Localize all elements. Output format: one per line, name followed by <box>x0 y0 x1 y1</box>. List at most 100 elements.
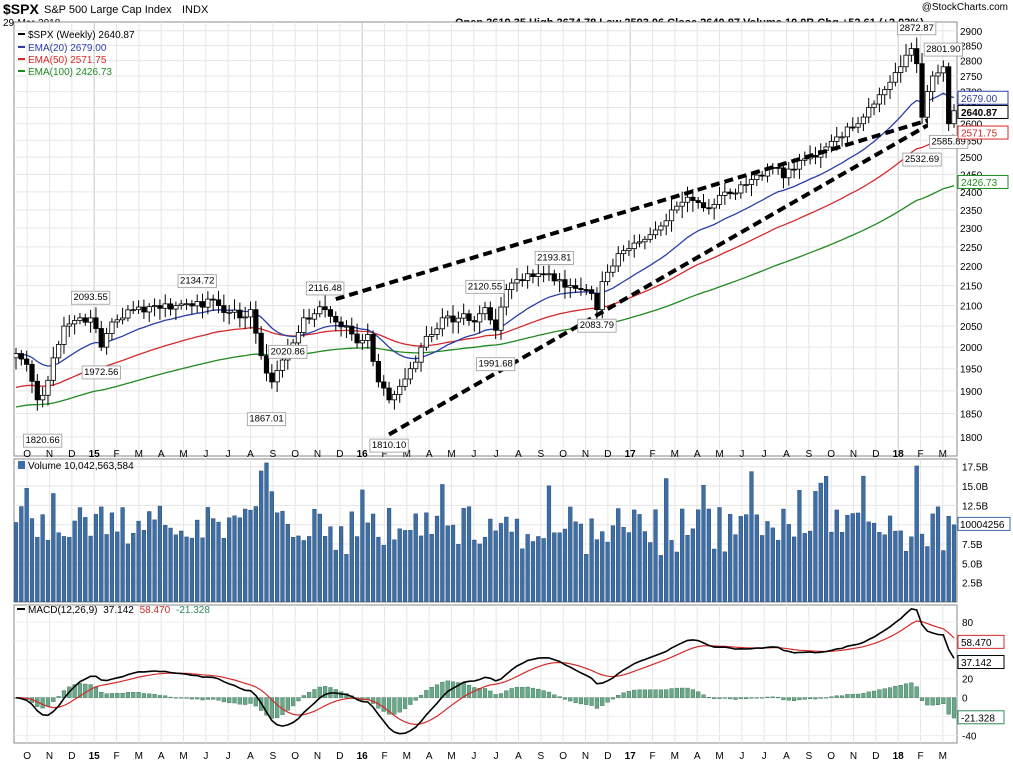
candle-body <box>130 309 136 312</box>
price-y-tick: 2500 <box>960 153 983 164</box>
macd-histogram-bar <box>706 697 711 698</box>
candle-body <box>615 253 621 267</box>
candle-body <box>620 250 627 255</box>
x-tick-label-bottom: J <box>471 751 476 762</box>
macd-line <box>15 608 955 735</box>
volume-bar <box>626 532 632 602</box>
macd-histogram-bar <box>429 687 434 698</box>
macd-histogram-bar <box>845 694 850 698</box>
price-annotation: 2120.55 <box>468 281 502 292</box>
x-tick-label: A <box>783 449 790 460</box>
macd-tag-box <box>957 634 1005 649</box>
macd-histogram-bar <box>184 697 189 699</box>
candle-body <box>882 89 888 96</box>
annotation-box <box>369 438 409 453</box>
price-y-tick: 1800 <box>960 433 983 444</box>
volume-bar <box>605 541 610 602</box>
macd-histogram-bar <box>525 686 530 698</box>
candle-body <box>370 334 376 362</box>
macd-histogram-bar <box>83 683 88 698</box>
volume-bar <box>338 526 344 602</box>
volume-bar <box>482 537 488 602</box>
macd-histogram-bar <box>600 697 605 706</box>
price-y-tick: 2100 <box>960 302 983 313</box>
candle-body <box>226 311 232 314</box>
candle-body <box>706 207 712 210</box>
price-annotation: 1991.68 <box>478 359 512 370</box>
volume-bar <box>51 493 56 602</box>
volume-bar <box>722 551 727 602</box>
volume-bar <box>520 548 525 602</box>
volume-bar <box>189 537 194 602</box>
annotation-box <box>923 42 963 57</box>
macd-histogram-bar <box>72 684 77 698</box>
volume-bar <box>370 513 376 602</box>
macd-histogram-bar <box>163 695 168 698</box>
volume-bar <box>354 536 360 602</box>
x-tick-label: D <box>604 449 611 460</box>
macd-histogram-bar <box>45 697 51 707</box>
macd-histogram-bar <box>296 697 301 702</box>
macd-histogram-bar <box>189 697 194 700</box>
value-tag-box <box>957 90 1009 105</box>
x-tick-label: J <box>739 449 744 460</box>
candle-body <box>247 309 254 318</box>
candle-body <box>61 325 67 345</box>
macd-histogram-bar <box>493 694 498 698</box>
price-annotation: 2801.90 <box>926 44 960 55</box>
x-tick-label: O <box>291 449 299 460</box>
candle-body <box>189 303 195 307</box>
macd-histogram-bar <box>807 697 813 699</box>
macd-histogram-bar <box>909 682 914 698</box>
volume-bar <box>200 537 205 602</box>
volume-bar <box>589 518 594 602</box>
x-tick-label: N <box>46 449 53 460</box>
candle-body <box>461 313 467 319</box>
candle-body <box>786 168 792 179</box>
candle-body <box>135 306 142 311</box>
x-tick-label: M <box>179 449 187 460</box>
candle-body <box>802 158 808 161</box>
candle-body <box>386 387 392 401</box>
macd-histogram-bar <box>712 697 717 699</box>
macd-histogram-bar <box>104 693 109 698</box>
x-tick-label-bottom: M <box>939 751 947 762</box>
ema100-line <box>15 185 955 408</box>
macd-histogram-bar <box>408 697 413 705</box>
candle-body <box>930 75 936 93</box>
volume-bar <box>450 524 456 602</box>
macd-histogram-bar <box>381 697 386 712</box>
volume-bar <box>253 506 258 602</box>
volume-bar <box>131 533 136 602</box>
candle-body <box>178 303 184 307</box>
macd-histogram-bar <box>418 695 424 698</box>
volume-bar <box>754 514 759 602</box>
x-tick-label: N <box>582 449 589 460</box>
macd-histogram-bar <box>877 689 882 698</box>
volume-bar <box>77 507 83 602</box>
legend-ema50: EMA(50) 2571.75 <box>28 55 107 66</box>
volume-bar <box>179 530 184 602</box>
macd-histogram-bar <box>205 697 210 700</box>
volume-bar <box>173 534 178 602</box>
candle-body <box>898 66 904 73</box>
macd-histogram-bar <box>616 695 621 698</box>
candle-body <box>604 271 611 283</box>
volume-bar <box>386 508 392 602</box>
macd-histogram-bar <box>632 689 637 698</box>
candle-body <box>658 225 664 231</box>
volume-bar <box>205 507 210 602</box>
macd-histogram-bar <box>776 697 781 699</box>
macd-histogram-bar <box>669 688 674 698</box>
volume-y-tick: 15.0B <box>962 482 988 493</box>
x-tick-label-bottom: A <box>426 751 433 762</box>
volume-bar <box>802 533 807 602</box>
macd-histogram-bar <box>546 691 552 698</box>
volume-bar <box>456 544 461 602</box>
volume-bar <box>488 518 493 602</box>
candle-body <box>359 340 366 344</box>
candle-body <box>482 307 488 315</box>
macd-histogram-bar <box>557 696 562 698</box>
candle-body <box>828 140 835 148</box>
macd-histogram-bar <box>200 697 205 701</box>
